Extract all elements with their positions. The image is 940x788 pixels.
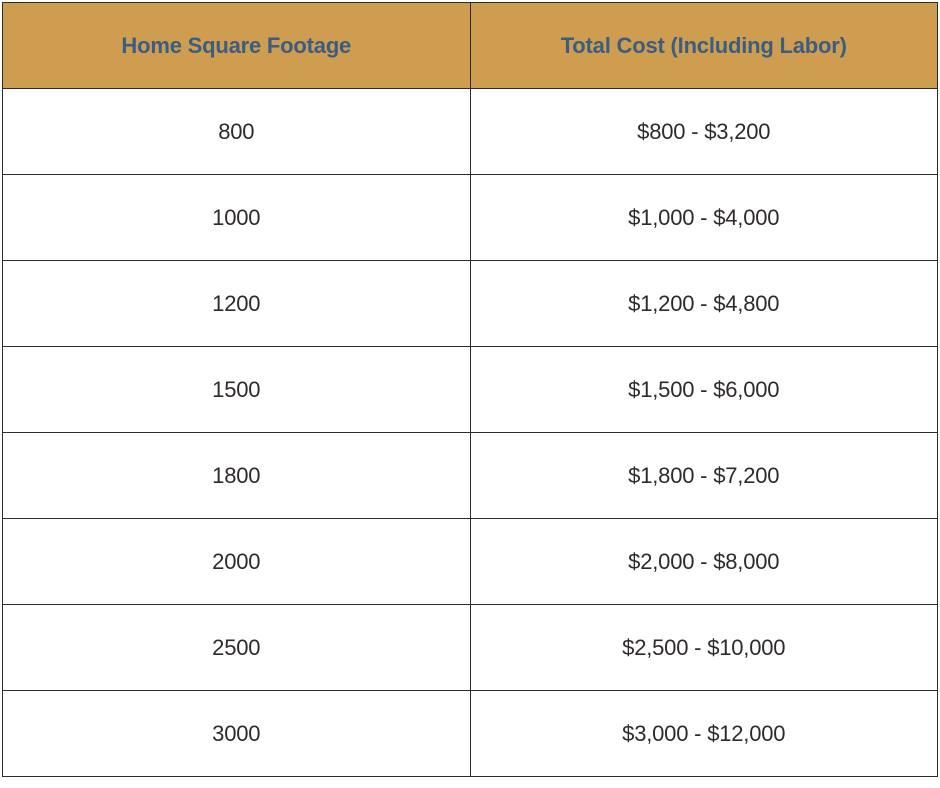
cell-cost: $1,500 - $6,000 [470,347,938,433]
column-header-cost: Total Cost (Including Labor) [470,3,938,89]
cell-cost: $2,000 - $8,000 [470,519,938,605]
table-row: 1000 $1,000 - $4,000 [3,175,938,261]
cell-sqft: 1500 [3,347,471,433]
column-header-sqft: Home Square Footage [3,3,471,89]
cell-sqft: 2500 [3,605,471,691]
table-row: 800 $800 - $3,200 [3,89,938,175]
cell-sqft: 800 [3,89,471,175]
cell-cost: $1,800 - $7,200 [470,433,938,519]
table-row: 1200 $1,200 - $4,800 [3,261,938,347]
cell-sqft: 1800 [3,433,471,519]
cell-cost: $800 - $3,200 [470,89,938,175]
table-row: 2500 $2,500 - $10,000 [3,605,938,691]
table-row: 1500 $1,500 - $6,000 [3,347,938,433]
table-row: 2000 $2,000 - $8,000 [3,519,938,605]
cell-sqft: 2000 [3,519,471,605]
cell-cost: $3,000 - $12,000 [470,691,938,777]
table-row: 1800 $1,800 - $7,200 [3,433,938,519]
cell-cost: $1,200 - $4,800 [470,261,938,347]
table-row: 3000 $3,000 - $12,000 [3,691,938,777]
table-header-row: Home Square Footage Total Cost (Includin… [3,3,938,89]
cell-sqft: 1000 [3,175,471,261]
cost-table: Home Square Footage Total Cost (Includin… [2,2,938,777]
cell-cost: $1,000 - $4,000 [470,175,938,261]
cell-cost: $2,500 - $10,000 [470,605,938,691]
cell-sqft: 3000 [3,691,471,777]
cell-sqft: 1200 [3,261,471,347]
